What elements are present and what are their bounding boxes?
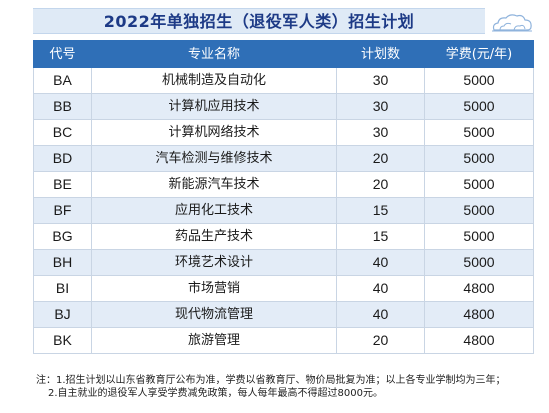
cell-fee: 4800 [424, 275, 534, 302]
cell-fee: 5000 [424, 93, 534, 120]
enrollment-plan-table: 代号 专业名称 计划数 学费(元/年) BA 机械制造及自动化 30 5000 BB 计算… [33, 40, 534, 354]
cell-major: 应用化工技术 [91, 197, 337, 224]
table-row: BJ 现代物流管理 40 4800 [33, 301, 534, 328]
cell-major: 药品生产技术 [91, 223, 337, 250]
cell-code: BD [33, 145, 92, 172]
title-box: 2022年单独招生（退役军人类）招生计划 [33, 8, 485, 34]
cell-plan: 15 [336, 197, 425, 224]
cell-fee: 5000 [424, 223, 534, 250]
header-major: 专业名称 [91, 40, 337, 68]
table-row: BH 环境艺术设计 40 5000 [33, 249, 534, 276]
title-bar: 2022年单独招生（退役军人类）招生计划 [0, 0, 549, 38]
table-row: BG 药品生产技术 15 5000 [33, 223, 534, 250]
cell-code: BG [33, 223, 92, 250]
footnote-line: 注：1.招生计划以山东省教育厅公布为准，学费以省教育厅、物价局批复为准；以上各专… [36, 375, 506, 386]
table-header-row: 代号 专业名称 计划数 学费(元/年) [33, 40, 534, 68]
cell-code: BF [33, 197, 92, 224]
cell-fee: 5000 [424, 67, 534, 94]
table-row: BC 计算机网络技术 30 5000 [33, 119, 534, 146]
cell-fee: 4800 [424, 301, 534, 328]
cell-major: 市场营销 [91, 275, 337, 302]
cell-plan: 30 [336, 119, 425, 146]
cell-plan: 20 [336, 145, 425, 172]
table-body: BA 机械制造及自动化 30 5000 BB 计算机应用技术 30 5000 BC 计算机网络技术… [33, 67, 534, 354]
cell-plan: 30 [336, 93, 425, 120]
cell-code: BJ [33, 301, 92, 328]
cell-code: BE [33, 171, 92, 198]
cell-major: 机械制造及自动化 [91, 67, 337, 94]
table-row: BD 汽车检测与维修技术 20 5000 [33, 145, 534, 172]
header-plan: 计划数 [336, 40, 425, 68]
cloud-icon [492, 14, 532, 32]
cell-code: BI [33, 275, 92, 302]
cell-plan: 20 [336, 327, 425, 354]
cell-code: BA [33, 67, 92, 94]
cell-major: 计算机网络技术 [91, 119, 337, 146]
table-row: BE 新能源汽车技术 20 5000 [33, 171, 534, 198]
cell-major: 计算机应用技术 [91, 93, 337, 120]
cell-plan: 30 [336, 67, 425, 94]
header-fee: 学费(元/年) [424, 40, 534, 68]
cell-code: BC [33, 119, 92, 146]
cell-major: 汽车检测与维修技术 [91, 145, 337, 172]
cell-fee: 5000 [424, 171, 534, 198]
table-row: BK 旅游管理 20 4800 [33, 327, 534, 354]
cell-major: 环境艺术设计 [91, 249, 337, 276]
cell-code: BK [33, 327, 92, 354]
cell-plan: 40 [336, 249, 425, 276]
table-row: BB 计算机应用技术 30 5000 [33, 93, 534, 120]
cell-major: 旅游管理 [91, 327, 337, 354]
cell-plan: 15 [336, 223, 425, 250]
header-code: 代号 [33, 40, 92, 68]
cell-code: BH [33, 249, 92, 276]
cell-major: 新能源汽车技术 [91, 171, 337, 198]
cell-plan: 20 [336, 171, 425, 198]
table-row: BI 市场营销 40 4800 [33, 275, 534, 302]
enrollment-plan-table-wrap: 代号 专业名称 计划数 学费(元/年) BA 机械制造及自动化 30 5000 BB 计算… [33, 40, 534, 354]
page-title: 2022年单独招生（退役军人类）招生计划 [103, 12, 415, 31]
footnotes: 注：1.招生计划以山东省教育厅公布为准，学费以省教育厅、物价局批复为准；以上各专… [36, 374, 536, 400]
cell-major: 现代物流管理 [91, 301, 337, 328]
cell-plan: 40 [336, 301, 425, 328]
table-row: BA 机械制造及自动化 30 5000 [33, 67, 534, 94]
cell-code: BB [33, 93, 92, 120]
cell-fee: 5000 [424, 145, 534, 172]
cell-fee: 4800 [424, 327, 534, 354]
cell-fee: 5000 [424, 197, 534, 224]
footnote-line: 2.自主就业的退役军人享受学费减免政策，每人每年最高不得超过8000元。 [48, 388, 383, 399]
table-row: BF 应用化工技术 15 5000 [33, 197, 534, 224]
cell-fee: 5000 [424, 119, 534, 146]
cell-fee: 5000 [424, 249, 534, 276]
cell-plan: 40 [336, 275, 425, 302]
